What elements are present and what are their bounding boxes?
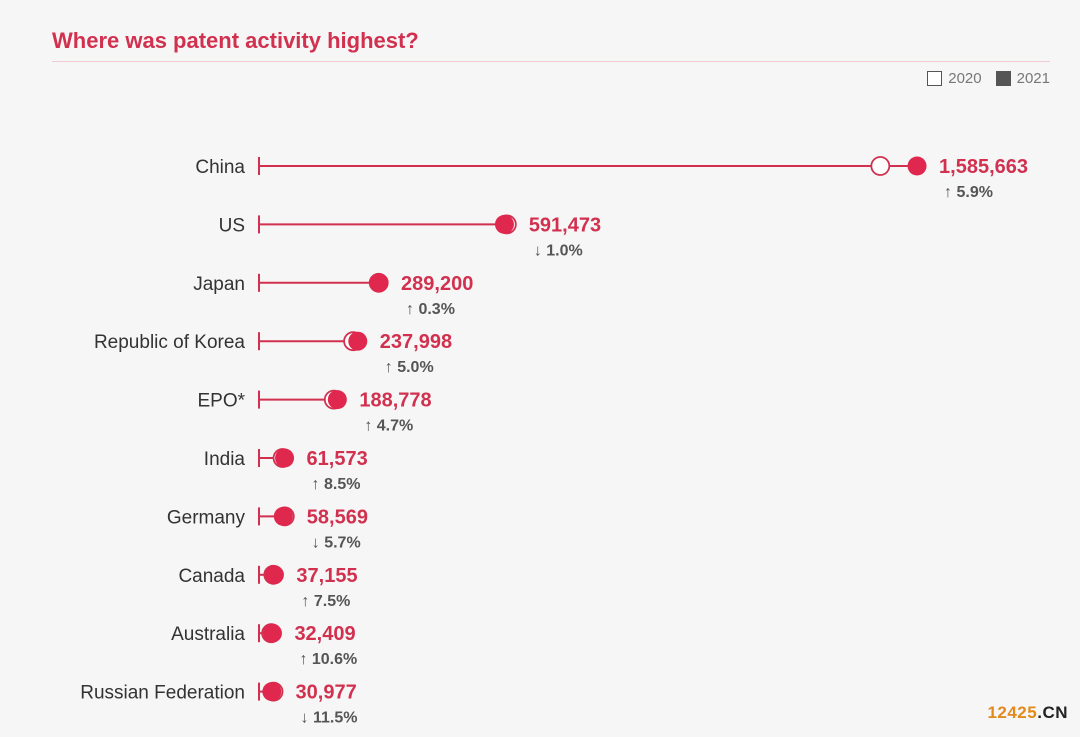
category-label-epo: EPO* bbox=[197, 391, 245, 412]
value-label-china: 1,585,663 bbox=[939, 156, 1028, 178]
category-label-russian-federation: Russian Federation bbox=[80, 683, 245, 704]
value-label-republic-of-korea: 237,998 bbox=[380, 331, 452, 353]
category-label-japan: Japan bbox=[193, 274, 245, 295]
category-label-us: US bbox=[219, 215, 245, 236]
legend-item-2020[interactable]: 2020 bbox=[927, 70, 982, 87]
category-label-china: China bbox=[195, 157, 245, 178]
value-label-us: 591,473 bbox=[529, 214, 601, 236]
chart-title: Where was patent activity highest? bbox=[52, 28, 419, 53]
change-label-japan: ↑ 0.3% bbox=[406, 301, 455, 318]
change-label-republic-of-korea: ↑ 5.0% bbox=[385, 359, 434, 376]
category-label-australia: Australia bbox=[171, 624, 245, 645]
legend-swatch-2021 bbox=[995, 71, 1011, 86]
value-label-epo: 188,778 bbox=[359, 390, 431, 412]
value-label-australia: 32,409 bbox=[294, 623, 355, 645]
watermark-part1: 12425 bbox=[987, 703, 1038, 722]
legend: 2020 2021 bbox=[927, 70, 1050, 87]
legend-label-2021: 2021 bbox=[1016, 70, 1050, 87]
marker-2021-republic-of-korea bbox=[348, 331, 368, 351]
marker-2021-russian-federation bbox=[262, 682, 282, 702]
marker-2020-china bbox=[870, 156, 891, 176]
marker-2021-japan bbox=[369, 273, 389, 293]
legend-label-2020: 2020 bbox=[948, 70, 982, 87]
value-label-india: 61,573 bbox=[307, 448, 368, 470]
legend-swatch-2020 bbox=[927, 71, 943, 86]
marker-2021-epo bbox=[327, 390, 347, 410]
marker-2021-india bbox=[275, 448, 295, 468]
watermark: 12425.CN bbox=[987, 703, 1068, 723]
change-label-india: ↑ 8.5% bbox=[312, 476, 361, 493]
category-label-canada: Canada bbox=[178, 566, 245, 587]
value-label-canada: 37,155 bbox=[296, 565, 357, 587]
marker-2021-australia bbox=[262, 623, 282, 643]
change-label-germany: ↓ 5.7% bbox=[312, 534, 361, 551]
change-label-canada: ↑ 7.5% bbox=[301, 593, 350, 610]
value-label-germany: 58,569 bbox=[307, 506, 368, 528]
category-label-republic-of-korea: Republic of Korea bbox=[94, 332, 245, 353]
marker-2021-germany bbox=[273, 506, 293, 526]
marker-2021-canada bbox=[264, 565, 284, 585]
change-label-china: ↑ 5.9% bbox=[944, 184, 993, 201]
category-label-germany: Germany bbox=[167, 507, 246, 528]
marker-2021-us bbox=[494, 214, 514, 234]
watermark-part2: .CN bbox=[1037, 703, 1068, 722]
value-label-russian-federation: 30,977 bbox=[296, 682, 357, 704]
title-divider bbox=[52, 61, 1050, 62]
change-label-russian-federation: ↓ 11.5% bbox=[301, 710, 358, 727]
value-label-japan: 289,200 bbox=[401, 273, 473, 295]
marker-2021-china bbox=[907, 156, 927, 176]
change-label-epo: ↑ 4.7% bbox=[364, 418, 413, 435]
change-label-australia: ↑ 10.6% bbox=[299, 651, 357, 668]
category-label-india: India bbox=[204, 449, 246, 470]
change-label-us: ↓ 1.0% bbox=[534, 242, 583, 259]
legend-item-2021[interactable]: 2021 bbox=[995, 70, 1050, 87]
